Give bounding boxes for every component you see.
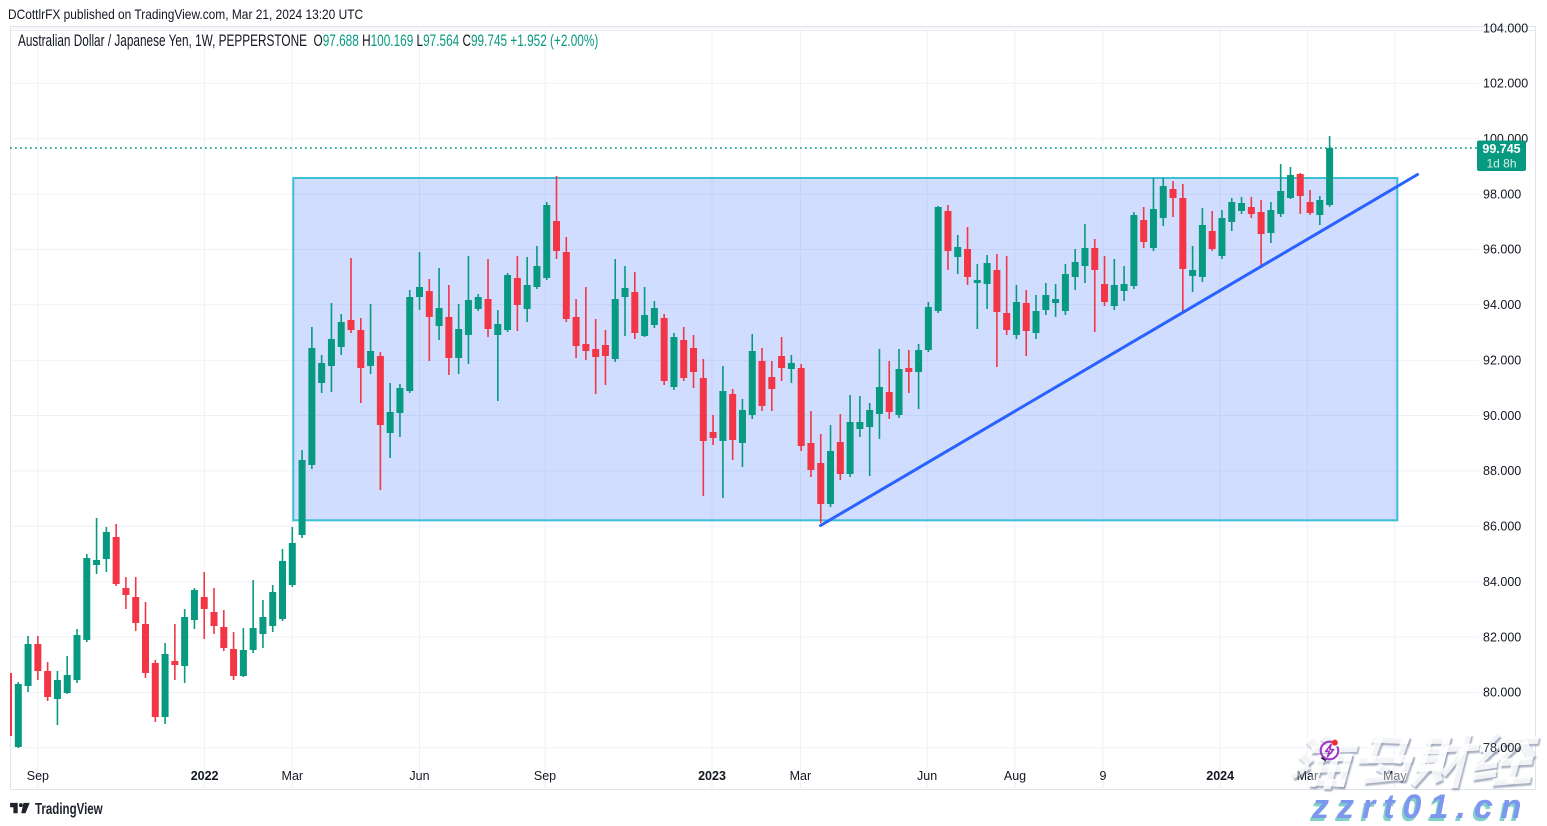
svg-text:Mar: Mar <box>790 769 812 783</box>
svg-text:Sep: Sep <box>27 769 49 783</box>
svg-text:Mar: Mar <box>282 769 304 783</box>
svg-text:98.000: 98.000 <box>1483 187 1521 201</box>
svg-text:92.000: 92.000 <box>1483 354 1521 368</box>
svg-text:82.000: 82.000 <box>1483 630 1521 644</box>
svg-text:80.000: 80.000 <box>1483 686 1521 700</box>
svg-text:May: May <box>1383 769 1407 783</box>
svg-text:102.000: 102.000 <box>1483 77 1528 91</box>
svg-text:2024: 2024 <box>1206 769 1234 783</box>
svg-text:86.000: 86.000 <box>1483 520 1521 534</box>
svg-text:Aug: Aug <box>1004 769 1026 783</box>
svg-text:88.000: 88.000 <box>1483 464 1521 478</box>
svg-text:Jun: Jun <box>409 769 429 783</box>
svg-text:99.745: 99.745 <box>1482 142 1520 156</box>
svg-text:94.000: 94.000 <box>1483 298 1521 312</box>
svg-text:78.000: 78.000 <box>1483 741 1521 755</box>
svg-text:2023: 2023 <box>698 769 726 783</box>
svg-text:Mar: Mar <box>1297 769 1319 783</box>
svg-text:Sep: Sep <box>534 769 556 783</box>
svg-text:84.000: 84.000 <box>1483 575 1521 589</box>
svg-text:96.000: 96.000 <box>1483 243 1521 257</box>
svg-text:104.000: 104.000 <box>1483 21 1528 35</box>
svg-text:2022: 2022 <box>191 769 219 783</box>
svg-text:90.000: 90.000 <box>1483 409 1521 423</box>
svg-text:9: 9 <box>1100 769 1107 783</box>
svg-text:Jun: Jun <box>917 769 937 783</box>
svg-text:1d 8h: 1d 8h <box>1486 156 1516 170</box>
